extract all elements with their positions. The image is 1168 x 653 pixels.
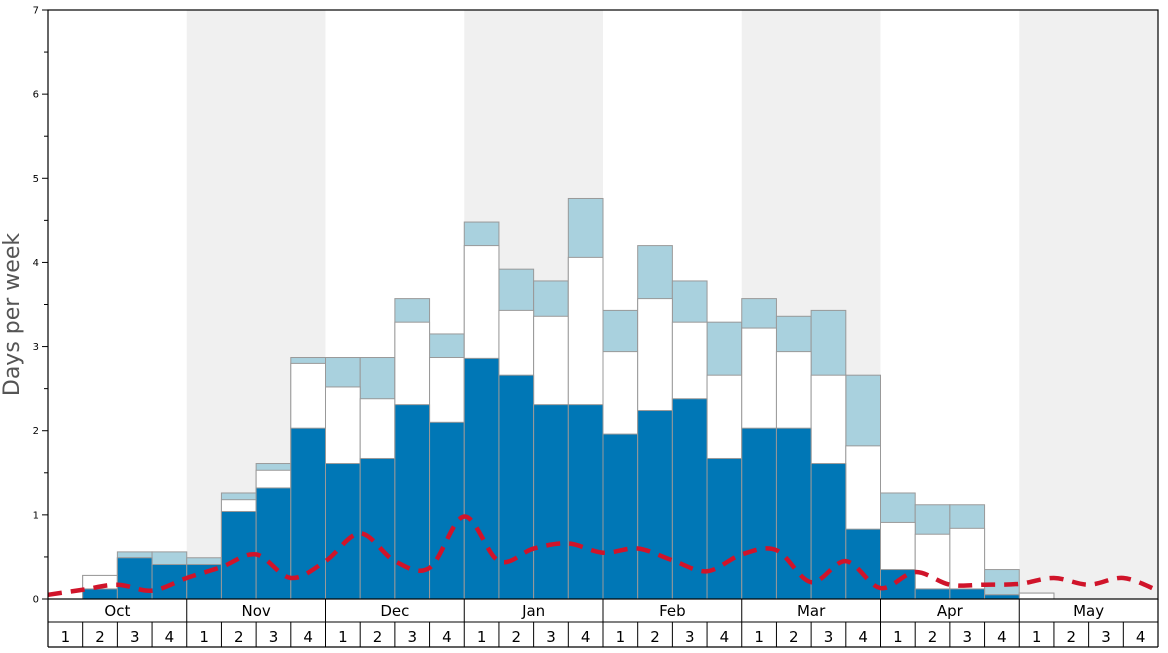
bar-series1-week-28: [984, 594, 1020, 600]
bar-series1-week-4: [151, 564, 188, 600]
bar-series1-week-14: [498, 374, 535, 600]
week-label: 2: [512, 628, 522, 646]
week-label: 3: [824, 628, 834, 646]
month-label-may: May: [1073, 602, 1104, 620]
week-label: 2: [373, 628, 383, 646]
week-label: 4: [997, 628, 1007, 646]
bar-series1-week-16: [567, 404, 604, 600]
bar-series1-week-27: [949, 588, 986, 600]
week-label: 4: [720, 628, 730, 646]
week-label: 3: [962, 628, 972, 646]
week-label: 2: [650, 628, 660, 646]
week-label: 2: [789, 628, 799, 646]
bar-series1-week-13: [463, 357, 500, 600]
month-shade-may: [1019, 10, 1158, 599]
bar-series1-week-23: [810, 463, 847, 600]
month-label-mar: Mar: [797, 602, 826, 620]
dashed-line-layer: [47, 514, 1159, 598]
week-label: 2: [928, 628, 938, 646]
week-label: 4: [1136, 628, 1146, 646]
week-label: 2: [1067, 628, 1077, 646]
month-label-oct: Oct: [104, 602, 130, 620]
bar-series2-week-27: [949, 527, 986, 600]
y-tick-label: 3: [33, 342, 39, 353]
y-tick-label: 4: [33, 258, 39, 269]
month-label-apr: Apr: [937, 602, 964, 620]
week-label: 4: [165, 628, 175, 646]
month-label-feb: Feb: [659, 602, 686, 620]
week-label: 3: [130, 628, 140, 646]
week-label: 1: [616, 628, 626, 646]
week-label: 1: [754, 628, 764, 646]
week-label: 4: [442, 628, 452, 646]
bar-series2-week-26: [914, 533, 951, 600]
bar-series1-week-26: [914, 588, 951, 600]
y-tick-label: 5: [33, 174, 39, 185]
bar-series1-week-22: [775, 427, 812, 600]
week-label: 3: [546, 628, 556, 646]
week-label: 1: [338, 628, 348, 646]
bar-series1-week-9: [325, 463, 361, 600]
bar-series2-week-29: [1018, 592, 1055, 600]
y-tick-label: 2: [33, 426, 39, 437]
month-label-jan: Jan: [521, 602, 545, 620]
week-label: 3: [685, 628, 695, 646]
week-label: 1: [893, 628, 903, 646]
bar-series1-week-7: [255, 487, 292, 600]
week-label: 1: [199, 628, 209, 646]
axes-layer: [42, 9, 1159, 648]
bar-series1-week-12: [429, 421, 465, 600]
y-tick-label: 7: [33, 6, 39, 17]
week-label: 1: [61, 628, 71, 646]
week-label: 4: [858, 628, 868, 646]
week-label: 4: [303, 628, 313, 646]
bar-series1-week-2: [82, 588, 118, 600]
dashed-trend-line: [47, 514, 1159, 598]
labels-layer: 0 1 2 3 4 5 6 7 Days per week Oct 1 2 3 4 Nov 1 2 3 4 Dec 1 2…: [0, 6, 1145, 647]
y-tick-label: 1: [33, 510, 39, 521]
bar-series1-week-25: [880, 569, 916, 600]
bar-series1-week-21: [741, 427, 777, 600]
bar-series1-week-19: [671, 398, 708, 600]
week-label: 3: [269, 628, 279, 646]
week-label: 4: [581, 628, 591, 646]
y-axis-label: Days per week: [0, 233, 25, 396]
month-label-dec: Dec: [380, 602, 409, 620]
y-tick-label: 0: [33, 595, 39, 606]
week-label: 1: [477, 628, 487, 646]
week-label: 3: [407, 628, 417, 646]
bar-series1-week-10: [359, 457, 396, 600]
bar-series1-week-15: [533, 404, 569, 600]
y-tick-label: 6: [33, 90, 39, 101]
bar-series1-week-18: [637, 410, 673, 600]
bar-series1-week-17: [602, 433, 639, 600]
week-label: 3: [1101, 628, 1111, 646]
bar-series1-week-20: [706, 457, 743, 600]
bar-series1-week-24: [845, 528, 881, 600]
week-label: 2: [95, 628, 105, 646]
week-label: 2: [234, 628, 244, 646]
month-label-nov: Nov: [241, 602, 270, 620]
week-label: 1: [1032, 628, 1042, 646]
